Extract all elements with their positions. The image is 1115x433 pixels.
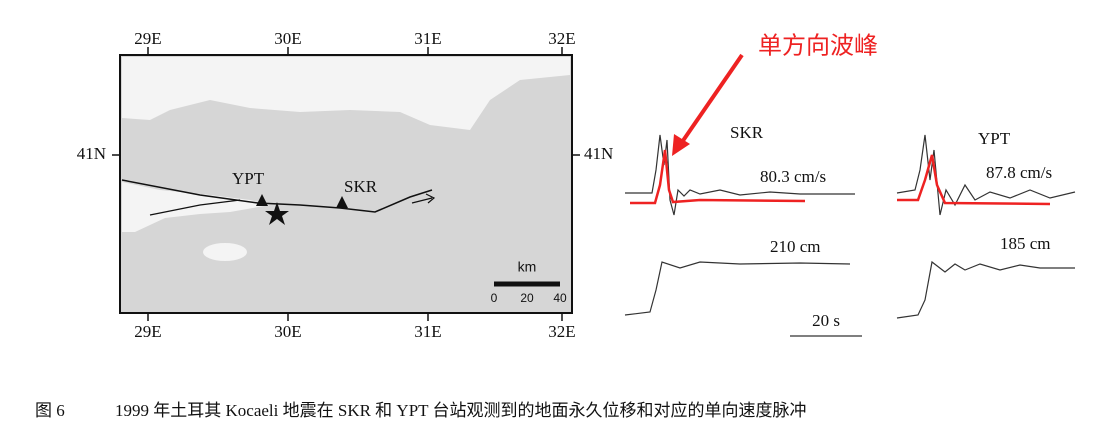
lat-label: 41N bbox=[77, 144, 106, 163]
lake bbox=[203, 243, 247, 261]
station-label: SKR bbox=[344, 177, 378, 196]
slip-arrow bbox=[411, 193, 436, 204]
scale-label: 40 bbox=[553, 291, 567, 305]
lon-label: 31E bbox=[414, 322, 441, 341]
caption-label: 图 6 bbox=[35, 401, 65, 420]
station-title: YPT bbox=[978, 129, 1011, 148]
velocity-pulse bbox=[897, 154, 1051, 206]
lon-label: 31E bbox=[414, 29, 441, 48]
lon-label: 29E bbox=[134, 322, 161, 341]
station-marker bbox=[256, 194, 268, 206]
annotation: 单方向波峰 bbox=[758, 32, 878, 59]
velocity-pulse bbox=[630, 149, 806, 205]
scale-label: 20 bbox=[520, 291, 534, 305]
displacement-label: 210 cm bbox=[770, 237, 821, 256]
velocity-label: 80.3 cm/s bbox=[760, 167, 826, 186]
velocity-trace bbox=[625, 134, 855, 216]
epicenter bbox=[265, 202, 289, 225]
station-marker bbox=[336, 196, 348, 208]
scale-label: 0 bbox=[491, 291, 498, 305]
arrow-head bbox=[672, 134, 690, 156]
waveforms bbox=[624, 53, 1076, 337]
lon-label: 29E bbox=[134, 29, 161, 48]
station-label: YPT bbox=[232, 169, 265, 188]
caption-text: 1999 年土耳其 Kocaeli 地震在 SKR 和 YPT 台站观测到的地面… bbox=[115, 401, 807, 420]
marmara-sea bbox=[122, 182, 270, 232]
lat-label: 41N bbox=[584, 144, 613, 163]
fault-branch bbox=[149, 199, 241, 216]
displacement-trace bbox=[624, 261, 851, 316]
map: YPT SKR km 0 20 40 29E 30E 31E 32E 29E 3… bbox=[77, 29, 614, 341]
station-title: SKR bbox=[730, 123, 764, 142]
displacement-label: 185 cm bbox=[1000, 234, 1051, 253]
lon-label: 32E bbox=[548, 322, 575, 341]
black-sea bbox=[122, 57, 570, 130]
lon-label: 32E bbox=[548, 29, 575, 48]
velocity-trace bbox=[896, 134, 1076, 216]
fault-line bbox=[121, 179, 433, 213]
lon-label: 30E bbox=[274, 29, 301, 48]
velocity-label: 87.8 cm/s bbox=[986, 163, 1052, 182]
scale-unit: km bbox=[518, 259, 537, 275]
arrow bbox=[678, 53, 744, 147]
time-scale-label: 20 s bbox=[812, 311, 840, 330]
lon-label: 30E bbox=[274, 322, 301, 341]
displacement-trace bbox=[896, 260, 1075, 319]
